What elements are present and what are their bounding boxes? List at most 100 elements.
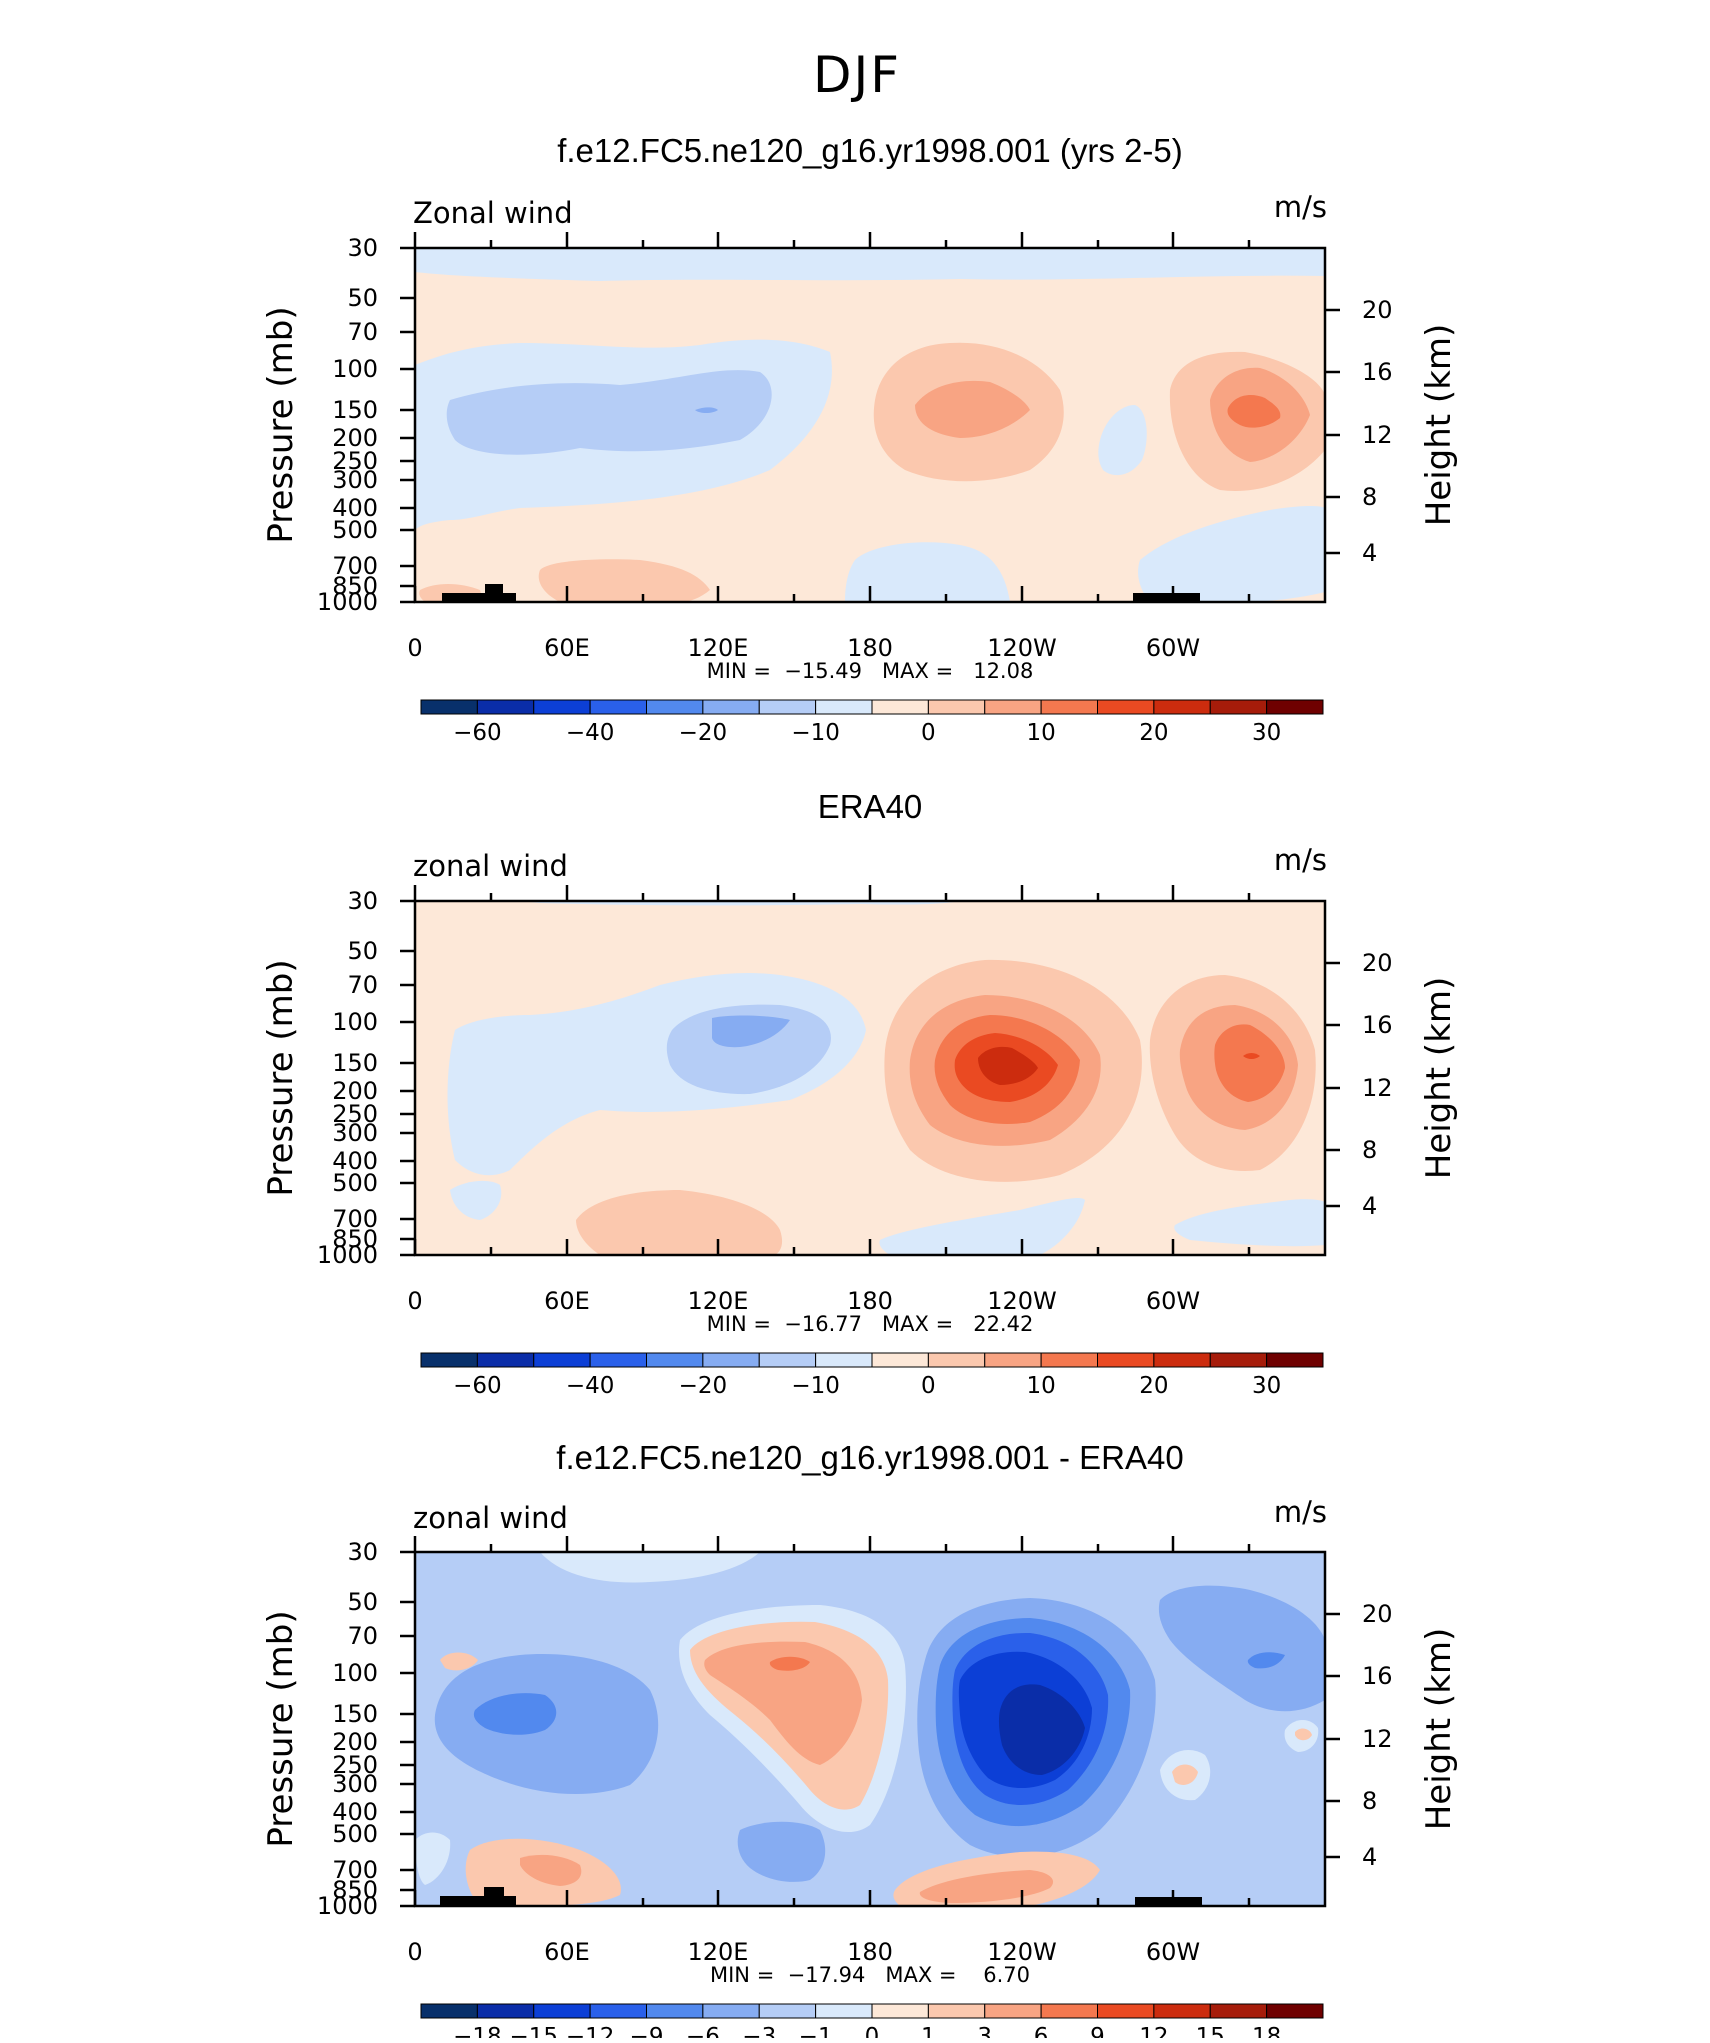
colorbar-1-label-5: 10 — [1026, 720, 1055, 746]
panel-1-units-label: m/s — [1274, 190, 1327, 224]
panel-2-y-tick-labels: 30 50 70 100 150 200 250 300 400 500 700… — [317, 887, 378, 1269]
panel-3-x-tick-0: 0 — [407, 1938, 422, 1966]
panel-3-contour-lower-positive-west-2 — [520, 1854, 582, 1886]
colorbar-3-swatch-12 — [1097, 2003, 1155, 2019]
colorbar-1-label-0: −60 — [453, 720, 502, 746]
panel-3-x-tick-labels: 0 60E 120E 180 120W 60W — [407, 1938, 1200, 1966]
panel-1-stats: MIN = −15.49 MAX = 12.08 — [707, 659, 1034, 683]
panel-1-x-tick-2: 120E — [688, 634, 749, 662]
panel-1-x-ticks — [413, 232, 1251, 602]
colorbar-1-swatch-15 — [1266, 699, 1324, 715]
colorbar-1-swatch-9 — [927, 699, 986, 715]
panel-1-left-label: Zonal wind — [413, 196, 573, 230]
panel-2-y2-tick-1: 16 — [1362, 1011, 1393, 1039]
colorbar-2-label-5: 10 — [1026, 1373, 1055, 1399]
colorbar-2-swatch-12 — [1097, 1352, 1155, 1368]
panel-3-x-tick-5: 60W — [1146, 1938, 1200, 1966]
colorbar-1-swatch-10 — [984, 699, 1042, 715]
colorbar-2-label-3: −10 — [791, 1373, 840, 1399]
panel-2-x-ticks — [413, 885, 1251, 1255]
colorbar-3-label-5: −3 — [742, 2024, 776, 2038]
panel-3-contour-lower-positive-pacific-2 — [919, 1870, 1054, 1903]
panel-2-y-tick-4: 150 — [332, 1049, 378, 1077]
colorbar-3-label-13: 15 — [1196, 2024, 1225, 2038]
colorbar-1-swatch-6 — [758, 699, 817, 715]
panel-3-contour-far-west-positive — [415, 1832, 451, 1885]
panel-1-terrain — [442, 584, 1200, 602]
colorbar-1-swatch-11 — [1040, 699, 1098, 715]
colorbar-2-swatch-13 — [1153, 1352, 1211, 1368]
panel-3-x-tick-4: 120W — [987, 1938, 1057, 1966]
panel-2-x-tick-3: 180 — [847, 1287, 893, 1315]
panel-2-y-tick-9: 500 — [332, 1169, 378, 1197]
colorbar-3-label-6: −1 — [799, 2024, 833, 2038]
panel-3-x-ticks — [413, 1536, 1251, 1906]
colorbar-3-label-14: 18 — [1252, 2024, 1281, 2038]
colorbar-2-swatch-0 — [420, 1352, 478, 1368]
colorbar-1-label-6: 20 — [1139, 720, 1168, 746]
panel-1-contour-lower-easterly-pacific — [845, 542, 1010, 602]
panel-1-y-tick-6: 250 — [332, 447, 378, 475]
panel-1-contour-westerly-atlantic-3 — [1227, 395, 1281, 428]
panel-1-y-tick-12: 1000 — [317, 588, 378, 616]
panel-2-x-tick-5: 60W — [1146, 1287, 1200, 1315]
colorbar-3-swatch-8 — [871, 2003, 929, 2019]
colorbar-2-swatch-2 — [533, 1352, 591, 1368]
panel-2-x-tick-0: 0 — [407, 1287, 422, 1315]
panel-1-y2-tick-3: 8 — [1362, 483, 1377, 511]
colorbar-3-label-10: 6 — [1034, 2024, 1049, 2038]
panel-3-y-tick-5: 200 — [332, 1728, 378, 1756]
colorbar-3-label-2: −12 — [566, 2024, 615, 2038]
panel-2-y2-tick-4: 4 — [1362, 1192, 1377, 1220]
panel-3-y-tick-6: 250 — [332, 1751, 378, 1779]
panel-1-y-tick-9: 500 — [332, 516, 378, 544]
panel-3-x-tick-1: 60E — [544, 1938, 590, 1966]
panel-3-y-tick-9: 500 — [332, 1820, 378, 1848]
panel-2-left-label: zonal wind — [413, 849, 568, 883]
panel-1-contour-small-easterly — [1098, 405, 1147, 476]
panel-3-colorbar: −18 −15 −12 −9 −6 −3 −1 0 1 3 6 9 12 15 18 — [420, 2003, 1324, 2043]
panel-1: f.e12.FC5.ne120_g16.yr1998.001 (yrs 2-5)… — [261, 132, 1459, 683]
colorbar-2-swatch-9 — [927, 1352, 986, 1368]
panel-1-y-tick-labels: 30 50 70 100 150 200 250 300 400 500 700… — [317, 234, 378, 616]
colorbar-2-swatch-4 — [646, 1352, 704, 1368]
colorbar-2-swatch-3 — [589, 1352, 647, 1368]
colorbar-3-label-9: 3 — [977, 2024, 992, 2038]
panel-3: f.e12.FC5.ne120_g16.yr1998.001 - ERA40 z… — [261, 1439, 1459, 1987]
panel-1-title: f.e12.FC5.ne120_g16.yr1998.001 (yrs 2-5) — [557, 132, 1183, 169]
panel-1-y2-tick-4: 4 — [1362, 539, 1377, 567]
panel-1-y-tick-5: 200 — [332, 424, 378, 452]
colorbar-2-swatch-11 — [1040, 1352, 1098, 1368]
colorbar-2-swatch-15 — [1266, 1352, 1324, 1368]
panel-1-y-tick-11: 850 — [332, 572, 378, 600]
panel-3-y2-ticks — [1325, 1612, 1340, 1859]
panel-3-y-tick-labels: 30 50 70 100 150 200 250 300 400 500 700… — [317, 1538, 378, 1920]
colorbar-3-label-1: −15 — [509, 2024, 558, 2038]
panel-2-contour-westerly-atlantic-3 — [1214, 1024, 1285, 1102]
panel-2-y-tick-10: 700 — [332, 1205, 378, 1233]
panel-2-contour-lower-easterly-pacific — [879, 1198, 1085, 1255]
panel-3-title: f.e12.FC5.ne120_g16.yr1998.001 - ERA40 — [556, 1439, 1183, 1476]
colorbar-2-label-1: −40 — [566, 1373, 615, 1399]
panel-3-y2-tick-labels: 20 16 12 8 4 — [1362, 1600, 1393, 1871]
panel-1-contour-stratosphere-easterly — [415, 248, 1325, 281]
colorbar-1-swatch-14 — [1209, 699, 1268, 715]
panel-3-y-tick-1: 50 — [347, 1588, 378, 1616]
panel-3-contour-east-positive-2 — [1295, 1728, 1312, 1741]
panel-1-y-tick-4: 150 — [332, 396, 378, 424]
panel-3-y-axis-label: Pressure (mb) — [261, 1610, 301, 1847]
panel-1-contour-westerly-pacific-2 — [915, 380, 1030, 438]
panel-2-contour-westerly-atlantic-4 — [1243, 1053, 1260, 1059]
panel-1-x-tick-labels: 0 60E 120E 180 120W 60W — [407, 634, 1200, 662]
colorbar-1-label-4: 0 — [921, 720, 936, 746]
panel-3-y-tick-7: 300 — [332, 1770, 378, 1798]
colorbar-1-swatch-8 — [871, 699, 929, 715]
colorbar-3-label-0: −18 — [453, 2024, 502, 2038]
colorbar-2-swatch-5 — [702, 1352, 760, 1368]
panel-3-units-label: m/s — [1274, 1495, 1327, 1529]
panel-2-title: ERA40 — [818, 788, 923, 825]
panel-3-x-tick-2: 120E — [688, 1938, 749, 1966]
panel-3-y2-tick-2: 12 — [1362, 1725, 1393, 1753]
colorbar-2-swatch-1 — [476, 1352, 535, 1368]
colorbar-2-label-4: 0 — [921, 1373, 936, 1399]
